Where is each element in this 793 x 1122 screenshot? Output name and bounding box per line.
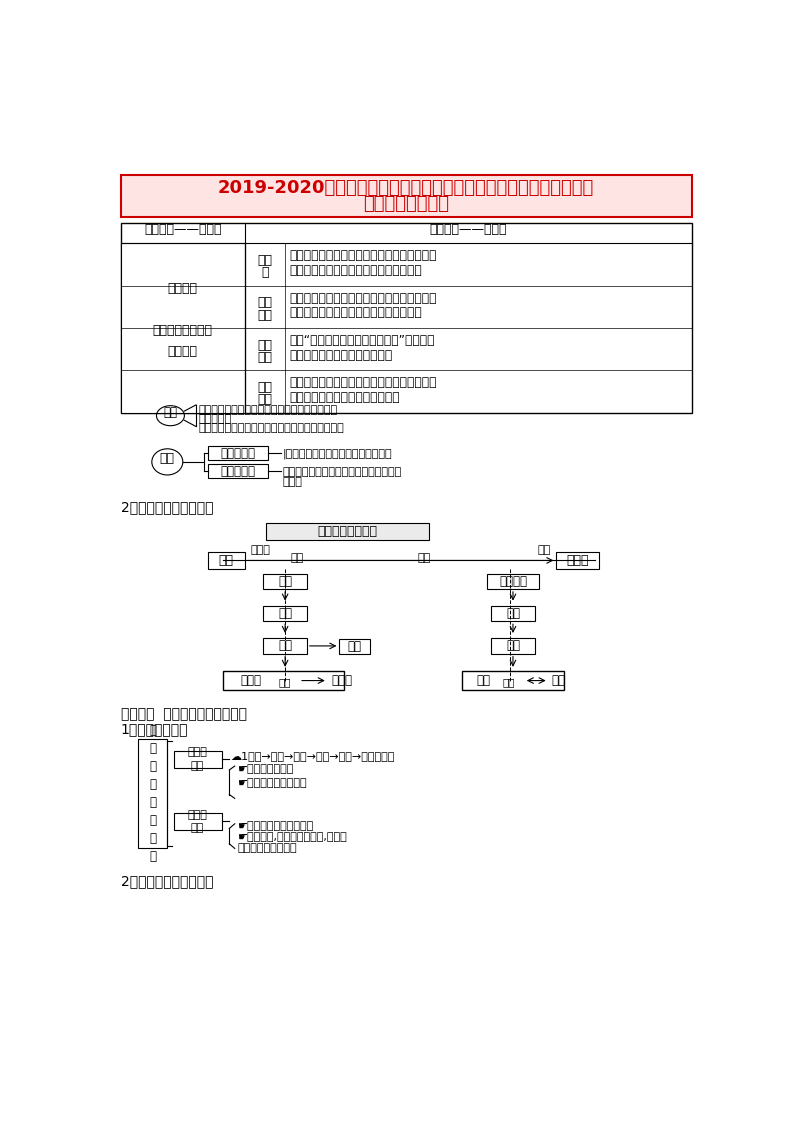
Text: 生命: 生命 [258, 254, 273, 267]
Text: 掌握使用高倍显微镜的操作技能: 掌握使用高倍显微镜的操作技能 [289, 349, 393, 361]
Text: 组织: 组织 [278, 574, 292, 588]
Text: 社会: 社会 [258, 381, 273, 394]
Text: 命活动: 命活动 [283, 477, 303, 487]
Text: ☛转动转换器换上高倍镜: ☛转动转换器换上高倍镜 [237, 821, 313, 831]
Bar [492, 638, 534, 654]
Bar [208, 447, 268, 460]
Bar [208, 465, 268, 478]
Bar [263, 606, 307, 622]
Text: 高倍镜
观察: 高倍镜 观察 [188, 810, 208, 833]
Text: 观: 观 [261, 266, 269, 279]
Text: 核心素养——定能力: 核心素养——定能力 [430, 223, 508, 236]
Text: 科学: 科学 [258, 339, 273, 351]
Text: 宏观: 宏观 [418, 553, 431, 563]
Text: 单细胞: 单细胞 [240, 674, 262, 687]
Text: 通过归纳总结细胞的统一性和生物类群的从属: 通过归纳总结细胞的统一性和生物类群的从属 [289, 292, 437, 305]
Text: 关系: 关系 [502, 678, 515, 688]
Text: |依赖单个细胞就能完成各项生命活动: |依赖单个细胞就能完成各项生命活动 [283, 449, 393, 459]
Text: ☛调节光圈,使视野亮度适宜,调细准: ☛调节光圈,使视野亮度适宜,调细准 [237, 833, 347, 843]
Text: 知识体系——定内容: 知识体系——定内容 [144, 223, 221, 236]
Bar [208, 552, 245, 569]
Text: 1．显微镜的使用: 1．显微镜的使用 [121, 723, 188, 736]
Text: 微观: 微观 [290, 553, 304, 563]
Bar [174, 751, 221, 767]
Text: 理性: 理性 [258, 296, 273, 310]
Text: 单细胞生物: 单细胞生物 [220, 447, 255, 460]
Text: 和核酸组成: 和核酸组成 [198, 414, 232, 424]
Text: 知识点一

细胞是生命活动的
基本单位: 知识点一 细胞是生命活动的 基本单位 [153, 283, 213, 358]
Text: 生物: 生物 [160, 451, 174, 465]
Bar [121, 223, 692, 413]
Text: ☛低倍镜下找物像: ☛低倍镜下找物像 [237, 764, 293, 774]
Text: 责任: 责任 [258, 394, 273, 406]
Text: 知识点二  细胞的多样性与统一性: 知识点二 细胞的多样性与统一性 [121, 707, 247, 720]
Text: 通过对致病性细菌和病毒的有关问题分析，养: 通过对致病性细菌和病毒的有关问题分析，养 [289, 376, 437, 389]
Text: 思维: 思维 [258, 309, 273, 322]
Text: 2．生命系统的结构层次: 2．生命系统的结构层次 [121, 500, 213, 514]
Bar [487, 573, 539, 589]
Bar [266, 524, 428, 541]
Bar [223, 671, 344, 690]
Bar [263, 638, 307, 654]
Text: 进化: 进化 [279, 678, 291, 688]
Text: 证统一的观点和结构与功能相适应的观点: 证统一的观点和结构与功能相适应的观点 [289, 264, 423, 277]
Text: 通过“用显微镜观察多种多样细胞”的实验，: 通过“用显微镜观察多种多样细胞”的实验， [289, 334, 435, 347]
Text: 探究: 探究 [258, 351, 273, 364]
Text: 群落: 群落 [506, 607, 520, 620]
Text: 多细胞: 多细胞 [331, 674, 353, 687]
Text: 生态系统: 生态系统 [499, 574, 527, 588]
Text: 系统: 系统 [278, 640, 292, 652]
Bar [138, 739, 167, 848]
Bar [121, 243, 245, 413]
Text: 成第一讲走近细胞: 成第一讲走近细胞 [363, 195, 449, 213]
Text: 低倍镜
观察: 低倍镜 观察 [188, 747, 208, 771]
Text: 种群: 种群 [506, 640, 520, 652]
Text: 生物: 生物 [477, 674, 491, 687]
Text: 生物圈: 生物圈 [566, 554, 588, 567]
Text: 关系，培养利用逻辑思维分析问题的能力: 关系，培养利用逻辑思维分析问题的能力 [289, 306, 423, 320]
Text: ☛移动像移至视野中央: ☛移动像移至视野中央 [237, 778, 307, 788]
Text: 个体: 个体 [348, 641, 362, 653]
Text: 成学以致用、关注人体健康的态度: 成学以致用、关注人体健康的态度 [289, 392, 400, 404]
Text: 结构特点－病毒是非细胞结构的生物，由蛋白质: 结构特点－病毒是非细胞结构的生物，由蛋白质 [198, 405, 338, 415]
Text: －代谢特点－依赖活细胞才能进行正常的生命活动: －代谢特点－依赖活细胞才能进行正常的生命活动 [198, 423, 344, 433]
Text: 器官: 器官 [278, 607, 292, 620]
Text: 细胞: 细胞 [219, 554, 234, 567]
Bar [121, 175, 692, 217]
Text: 环境: 环境 [552, 674, 565, 687]
Text: 生命系统的层次性: 生命系统的层次性 [317, 525, 377, 539]
Text: 多细胞生物: 多细胞生物 [220, 465, 255, 478]
Bar [339, 640, 370, 654]
Text: 显
微
镜
的
使
用
方
法: 显 微 镜 的 使 用 方 法 [149, 725, 156, 863]
Bar [462, 671, 564, 690]
Bar [263, 573, 307, 589]
Text: 病毒: 病毒 [163, 406, 178, 420]
Text: 通过比较原核细胞与真核细胞的异同，建立辩: 通过比较原核细胞与真核细胞的异同，建立辩 [289, 249, 437, 263]
Bar [174, 813, 221, 830]
Bar [557, 552, 599, 569]
Text: 焦螺旋，使物像清晰: 焦螺旋，使物像清晰 [237, 843, 297, 853]
Text: 最基本: 最基本 [251, 545, 270, 555]
Text: 2019-2020年高考生物一轮复习精选教案：第一单元细胞及其分子组: 2019-2020年高考生物一轮复习精选教案：第一单元细胞及其分子组 [218, 178, 594, 196]
Text: 最大: 最大 [537, 545, 550, 555]
Bar [492, 606, 534, 622]
Text: ☁1标本→安放→对光→小片→调光→低倍镜观察: ☁1标本→安放→对光→小片→调光→低倍镜观察 [231, 752, 395, 762]
Text: 依赖各种分化的细胞密切合作共同完成生: 依赖各种分化的细胞密切合作共同完成生 [283, 467, 402, 477]
Text: 2．原核细胞和真核细胞: 2．原核细胞和真核细胞 [121, 874, 213, 888]
